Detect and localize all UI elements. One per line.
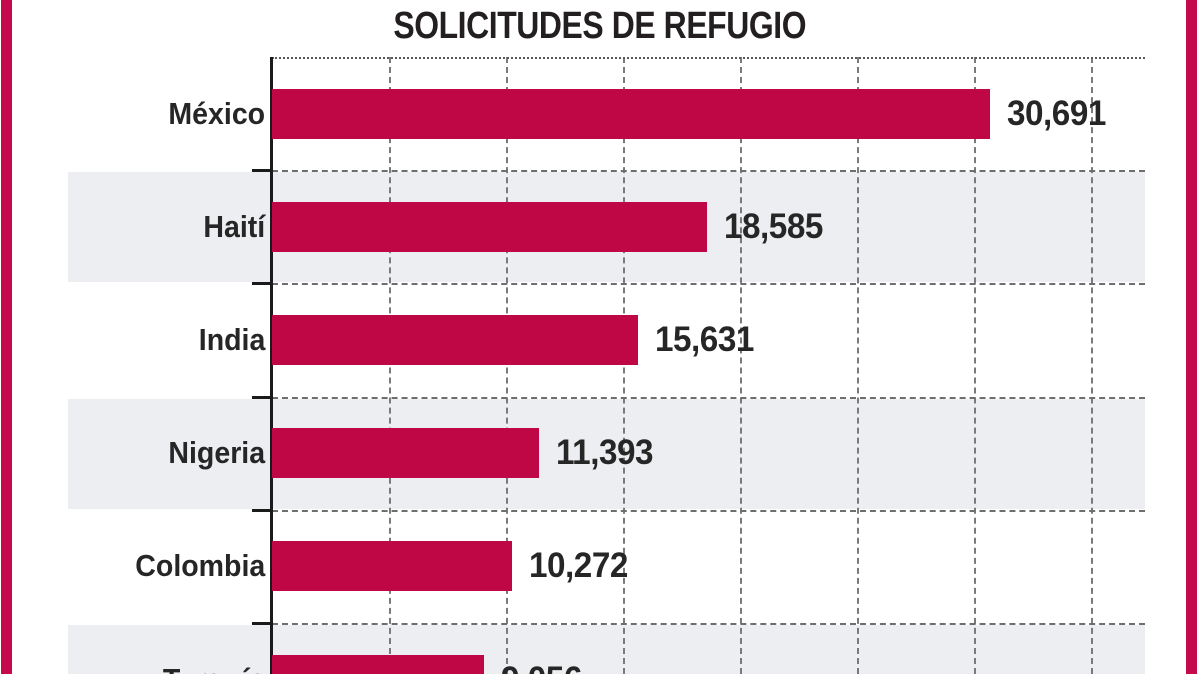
gridline [740, 57, 743, 674]
row-bar [272, 88, 991, 139]
axis-tick [252, 282, 272, 286]
gridline [389, 57, 392, 674]
value-label: 11,393 [556, 431, 658, 475]
category-label: Turquía [40, 659, 265, 674]
category-label: India [40, 319, 265, 361]
row-bar [272, 654, 484, 674]
value-label-text: 9,056 [501, 658, 582, 674]
left-border-stripe [1, 0, 12, 674]
value-label: 9,056 [501, 658, 586, 674]
row-bar [272, 428, 539, 479]
category-label-text: Nigeria [168, 435, 265, 471]
row-separator [272, 170, 1145, 173]
axis-tick [252, 622, 272, 625]
category-label: Nigeria [40, 432, 265, 474]
row-separator [272, 509, 1145, 512]
axis-line [270, 57, 273, 674]
gridline [974, 57, 977, 674]
value-label: 15,631 [655, 318, 759, 362]
row-bar [272, 315, 638, 365]
row-bar [272, 541, 513, 592]
value-label: 30,691 [1007, 92, 1111, 136]
axis-tick [252, 169, 272, 173]
category-label: Haití [40, 206, 265, 248]
row-separator [272, 623, 1145, 625]
chart-title-text: SOLICITUDES DE REFUGIO [393, 5, 807, 47]
category-label-text: India [198, 322, 265, 357]
gridline [1091, 57, 1094, 674]
right-border-stripe [1186, 0, 1197, 674]
row-band [68, 625, 1145, 674]
row-band [68, 398, 1145, 509]
axis-tick [252, 508, 272, 512]
value-label: 18,585 [724, 205, 828, 249]
category-label: Colombia [40, 545, 265, 587]
value-label-text: 10,272 [529, 546, 629, 586]
category-label-text: Colombia [135, 548, 265, 584]
axis-tick [252, 395, 272, 399]
category-label-text: México [168, 95, 265, 131]
value-label-text: 15,631 [654, 320, 754, 359]
row-separator [272, 283, 1145, 286]
value-label-text: 11,393 [555, 433, 653, 473]
row-bar [272, 201, 707, 252]
gridline [857, 57, 860, 674]
chart-title: SOLICITUDES DE REFUGIO [0, 5, 1200, 48]
value-label: 10,272 [529, 544, 633, 588]
plot-top-line [272, 57, 1145, 59]
category-label: México [40, 93, 265, 135]
value-label-text: 18,585 [723, 206, 823, 246]
gridline [623, 57, 626, 674]
value-label-text: 30,691 [1007, 93, 1107, 133]
gridline [506, 57, 509, 674]
row-separator [272, 396, 1145, 399]
category-label-text: Haití [203, 208, 265, 244]
category-label-text: Turquía [163, 659, 265, 674]
